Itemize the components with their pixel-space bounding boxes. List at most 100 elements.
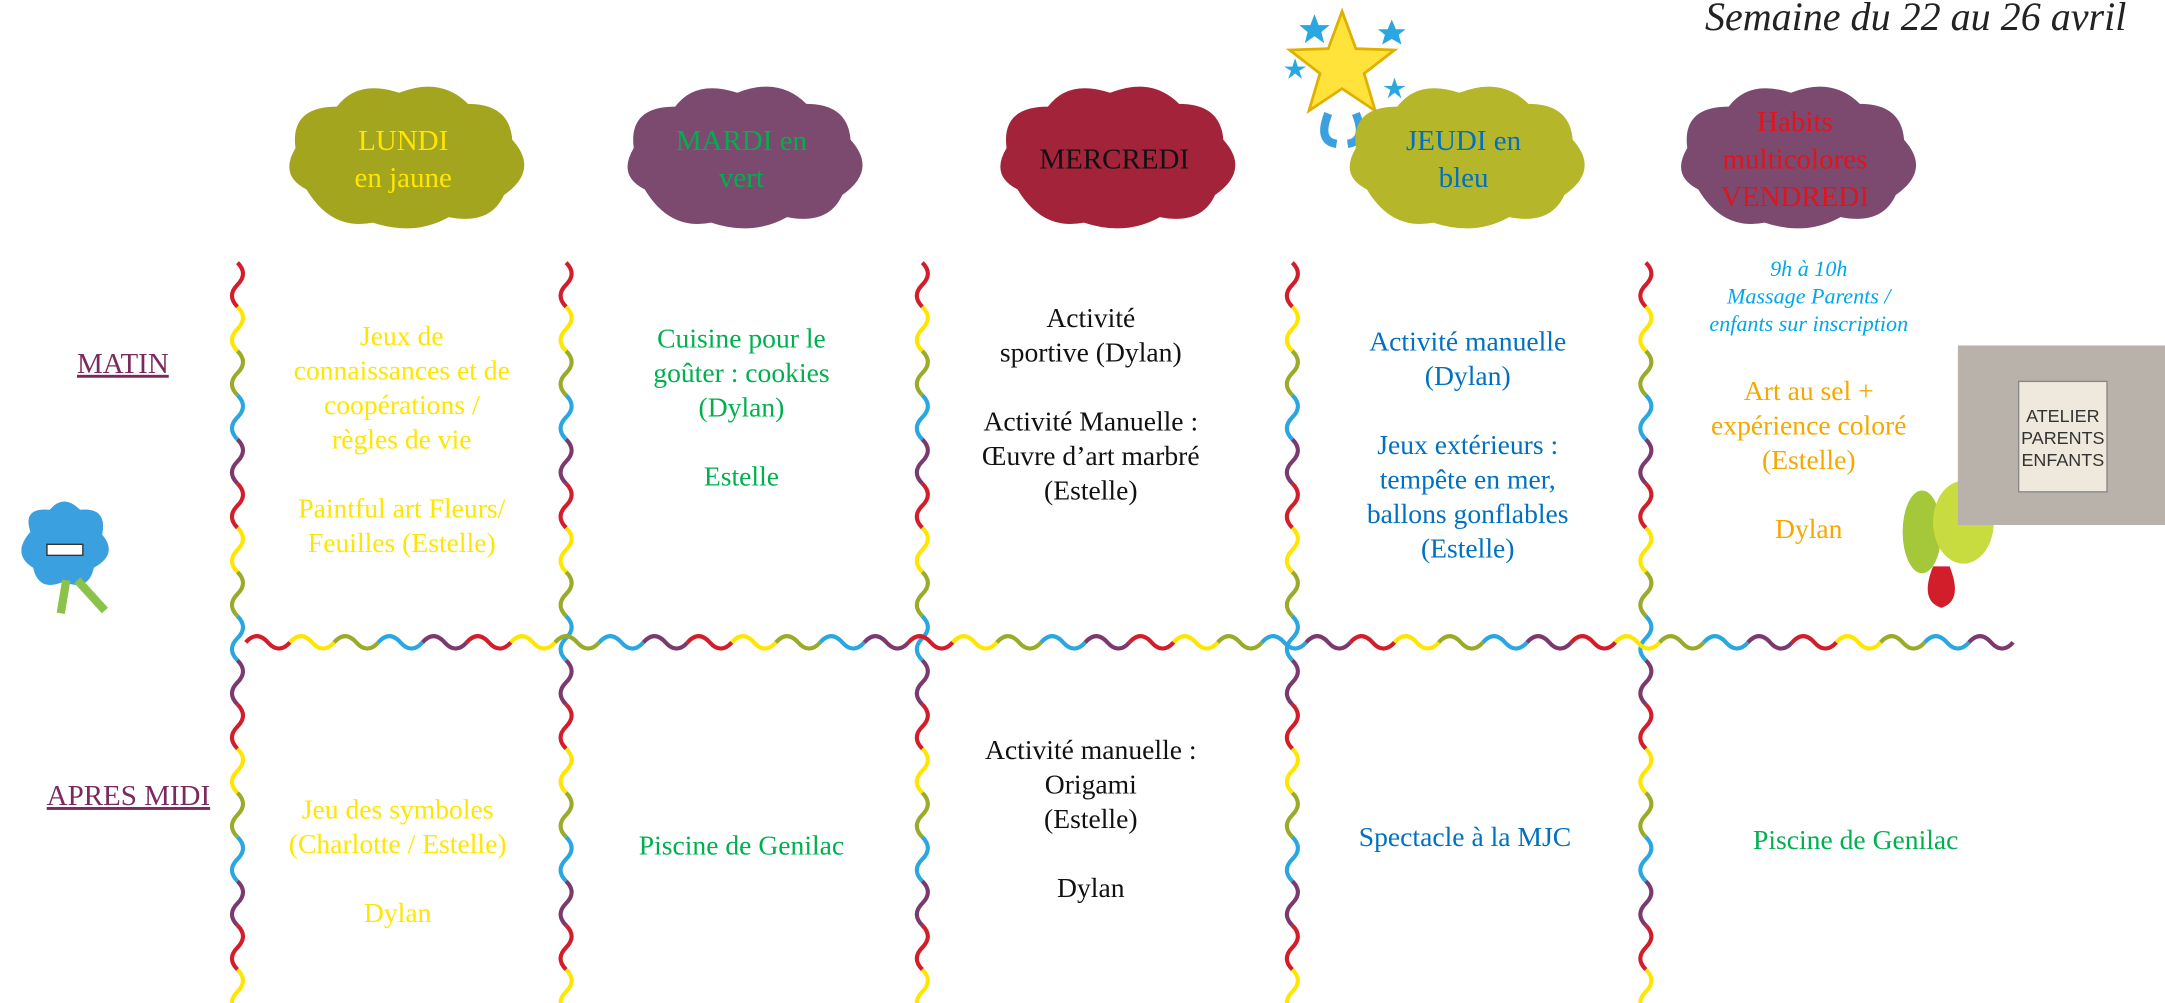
row-label: MATIN — [77, 348, 169, 380]
wavy-divider — [558, 791, 574, 839]
wavy-divider — [1658, 634, 1706, 651]
cell-text: Estelle — [704, 461, 779, 492]
wavy-divider — [1638, 482, 1654, 530]
day-label: JEUDI en — [1406, 125, 1522, 157]
friday-note: 9h à 10h — [1770, 256, 1847, 281]
wavy-divider — [1284, 703, 1300, 751]
wavy-divider — [229, 658, 246, 706]
star-mascot — [1284, 7, 1406, 148]
wavy-divider — [914, 747, 930, 795]
cell-text: connaissances et de — [294, 354, 510, 385]
cell-text: Art au sel + — [1744, 375, 1874, 406]
wavy-divider — [1284, 437, 1300, 486]
wavy-divider — [1569, 634, 1618, 651]
wavy-divider — [229, 968, 246, 1003]
wavy-divider — [1284, 747, 1300, 795]
wavy-divider — [558, 968, 574, 1003]
day-label: Habits — [1757, 106, 1833, 138]
wavy-divider — [1638, 923, 1654, 972]
wavy-divider — [1392, 634, 1441, 651]
wavy-divider — [1702, 634, 1750, 651]
wavy-divider — [244, 634, 292, 651]
cell-text: (Estelle) — [1421, 533, 1515, 564]
wavy-divider — [558, 658, 574, 706]
wavy-divider — [558, 437, 574, 486]
day-label: LUNDI — [358, 125, 448, 157]
cell-text: ballons gonflables — [1367, 498, 1569, 529]
poster-text: ATELIER — [2026, 406, 2099, 426]
wavy-divider — [914, 835, 930, 883]
day-label: multicolores — [1723, 143, 1868, 175]
cell-text: Jeux extérieurs : — [1377, 429, 1558, 460]
wavy-divider — [914, 658, 930, 706]
wavy-divider — [1638, 791, 1654, 839]
wavy-divider — [995, 634, 1043, 651]
wavy-divider — [914, 791, 930, 839]
day-label: en jaune — [354, 162, 451, 194]
wavy-divider — [1172, 634, 1220, 651]
wavy-divider — [553, 634, 601, 651]
wavy-divider — [1790, 634, 1838, 651]
cell-text: Dylan — [1775, 513, 1843, 544]
wavy-divider — [914, 570, 930, 618]
wavy-divider — [1923, 634, 1971, 651]
wavy-divider — [558, 261, 574, 309]
wavy-divider — [1746, 634, 1794, 651]
wavy-divider — [558, 349, 574, 397]
blue-mascot — [21, 501, 109, 615]
cell-text: sportive (Dylan) — [1000, 336, 1182, 367]
wavy-divider — [862, 634, 911, 651]
cell-text: coopérations / — [324, 389, 480, 420]
wavy-divider — [558, 703, 574, 751]
wavy-divider — [1481, 634, 1529, 651]
wavy-divider — [229, 437, 246, 486]
poster — [1957, 345, 2165, 525]
wavy-divider — [229, 261, 246, 309]
wavy-divider — [774, 634, 822, 651]
wavy-divider — [558, 923, 574, 972]
cell-text: (Estelle) — [1044, 803, 1138, 834]
wavy-divider — [914, 305, 930, 353]
wavy-divider — [730, 634, 778, 651]
wavy-divider — [1284, 570, 1300, 618]
wavy-divider — [1638, 526, 1654, 574]
cell-text: expérience coloré — [1711, 410, 1906, 441]
wavy-divider — [641, 634, 690, 651]
cell-text: Paintful art Fleurs/ — [298, 493, 505, 524]
cell-text: Activité manuelle : — [985, 734, 1197, 765]
wavy-divider — [229, 482, 246, 530]
wavy-divider — [1638, 835, 1654, 883]
cell-text: (Dylan) — [1425, 360, 1511, 391]
wavy-divider — [914, 349, 930, 397]
day-cloud — [1349, 86, 1585, 229]
wavy-divider — [229, 526, 246, 574]
wavy-divider — [597, 634, 645, 651]
wavy-divider — [420, 634, 469, 651]
cell-text: règles de vie — [332, 423, 472, 454]
wavy-divider — [914, 482, 930, 530]
row-label: APRES MIDI — [47, 780, 210, 812]
cell-text: (Charlotte / Estelle) — [289, 828, 507, 859]
cell-text: Dylan — [1057, 872, 1125, 903]
wavy-divider — [1284, 923, 1300, 972]
wavy-divider — [1284, 526, 1300, 574]
wavy-divider — [558, 835, 574, 883]
wavy-divider — [1834, 634, 1883, 651]
wavy-divider — [1638, 747, 1654, 795]
wavy-divider — [1260, 634, 1308, 651]
cell-text: Piscine de Genilac — [1753, 824, 1958, 855]
wavy-divider — [1216, 634, 1264, 651]
wavy-divider — [465, 634, 513, 651]
wavy-divider — [1083, 634, 1131, 651]
wavy-divider — [686, 634, 734, 651]
wavy-divider — [229, 349, 246, 397]
wavy-divider — [229, 879, 246, 927]
wavy-divider — [1638, 703, 1654, 751]
wavy-divider — [1304, 634, 1352, 651]
day-cloud — [289, 86, 525, 229]
wavy-divider — [229, 305, 246, 353]
cell-text: Piscine de Genilac — [639, 829, 844, 860]
day-label: VENDREDI — [1721, 181, 1869, 213]
wavy-divider — [914, 703, 930, 751]
